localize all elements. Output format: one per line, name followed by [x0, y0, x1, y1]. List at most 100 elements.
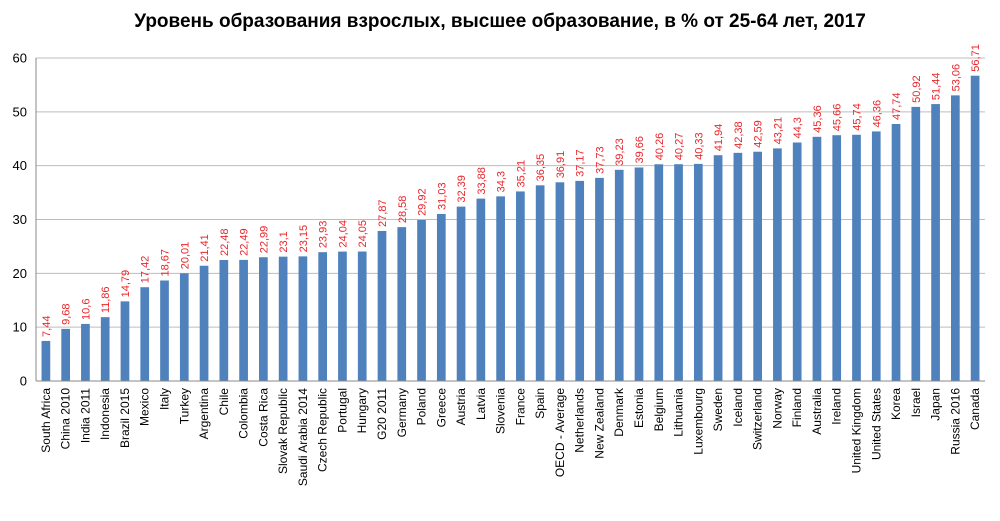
x-tick-label: Russia 2016: [948, 388, 962, 455]
bar: [239, 259, 248, 381]
x-tick-label: Brazil 2015: [118, 388, 132, 448]
x-tick-label: China 2010: [59, 388, 73, 450]
data-label: 18,67: [160, 249, 172, 277]
data-label: 28,58: [397, 196, 409, 224]
data-label: 11,86: [100, 286, 112, 313]
bar: [614, 169, 624, 381]
gridlines: [36, 57, 985, 328]
data-label: 50,92: [911, 75, 923, 103]
data-label: 22,99: [258, 226, 270, 254]
x-tick-label: Portugal: [335, 388, 349, 433]
x-tick-label: Slovenia: [494, 388, 508, 434]
bar: [397, 227, 407, 381]
bar: [199, 265, 209, 381]
data-label: 53,06: [950, 64, 962, 92]
bar: [436, 213, 446, 381]
x-tick-label: Slovak Republic: [276, 388, 290, 474]
y-axis-ticks: 0 10 20 30 40 50 60: [13, 51, 27, 389]
bar: [338, 251, 347, 381]
x-tick-label: Costa Rica: [256, 388, 270, 447]
data-label: 14,79: [120, 270, 132, 298]
bar: [81, 323, 90, 381]
x-tick-label: Ireland: [830, 388, 844, 425]
bar: [377, 230, 387, 381]
data-label: 22,48: [219, 228, 231, 256]
data-label: 42,59: [753, 120, 765, 148]
data-label: 21,41: [199, 234, 211, 262]
x-tick-label: Italy: [158, 388, 172, 410]
bar: [160, 280, 169, 381]
bar: [516, 191, 525, 381]
bar: [812, 136, 822, 381]
x-tick-label: G20 2011: [375, 388, 389, 440]
data-label: 47,74: [891, 92, 903, 120]
y-tick-label: 40: [13, 158, 27, 173]
x-tick-label: Czech Republic: [316, 388, 330, 472]
bar: [535, 185, 545, 381]
x-tick-label: India 2011: [78, 388, 92, 443]
bar: [555, 182, 565, 381]
data-label: 35,21: [515, 160, 527, 188]
data-label: 37,73: [594, 146, 606, 174]
x-tick-label: Sweden: [711, 388, 725, 431]
bar: [693, 163, 703, 381]
x-tick-label: Israel: [909, 388, 923, 417]
data-label: 20,01: [179, 242, 191, 270]
data-label: 45,66: [832, 104, 844, 132]
bar: [357, 251, 367, 381]
data-label: 34,3: [496, 171, 508, 192]
x-tick-label: Indonesia: [98, 388, 112, 440]
data-label: 7,44: [41, 316, 53, 337]
bar: [713, 155, 723, 381]
bar: [41, 340, 51, 381]
data-labels: 7,44 9,68 10,6 11,86 14,79 17,42 18,67 20,01 21,…: [41, 44, 982, 337]
x-tick-label: Chile: [217, 388, 231, 416]
x-tick-label: United Kingdom: [849, 388, 863, 473]
data-label: 27,87: [377, 199, 389, 227]
data-label: 24,04: [337, 220, 349, 248]
data-label: 40,27: [674, 133, 686, 161]
x-tick-label: Argentina: [197, 388, 211, 440]
x-tick-label: Lithuania: [672, 388, 686, 437]
bar: [852, 134, 861, 381]
data-label: 31,03: [436, 182, 448, 210]
bar: [871, 131, 881, 381]
bar: [654, 164, 664, 381]
x-tick-label: Denmark: [612, 387, 626, 437]
data-label: 22,49: [239, 228, 251, 256]
x-tick-label: Iceland: [731, 388, 745, 427]
data-label: 36,35: [535, 154, 547, 182]
bar: [278, 256, 288, 381]
y-tick-label: 10: [13, 320, 27, 335]
bar: [674, 164, 683, 381]
x-tick-label: Japan: [929, 388, 943, 421]
data-label: 39,66: [634, 136, 646, 164]
x-tick-label: South Africa: [39, 388, 53, 453]
x-tick-label: France: [513, 388, 527, 426]
bar: [891, 123, 901, 381]
bar: [595, 177, 604, 381]
bar: [575, 180, 585, 381]
x-tick-label: Canada: [968, 388, 982, 430]
bar: [773, 148, 782, 381]
bar: [634, 167, 644, 381]
data-label: 40,33: [693, 132, 705, 160]
bar: [318, 252, 328, 381]
x-tick-label: OECD - Average: [553, 388, 567, 477]
data-label: 36,91: [555, 151, 567, 179]
data-label: 23,1: [278, 231, 290, 252]
x-tick-label: Finland: [790, 388, 804, 427]
x-tick-label: Luxembourg: [691, 388, 705, 455]
data-label: 9,68: [61, 303, 73, 324]
data-label: 37,17: [575, 149, 587, 177]
data-label: 41,94: [713, 124, 725, 152]
bar: [417, 219, 426, 381]
data-label: 46,36: [871, 100, 883, 128]
x-tick-label: Estonia: [632, 388, 646, 428]
x-tick-label: New Zealand: [592, 388, 606, 459]
data-label: 45,74: [851, 103, 863, 131]
x-tick-label: Australia: [810, 388, 824, 435]
bar: [970, 75, 980, 381]
data-label: 10,6: [80, 299, 92, 320]
